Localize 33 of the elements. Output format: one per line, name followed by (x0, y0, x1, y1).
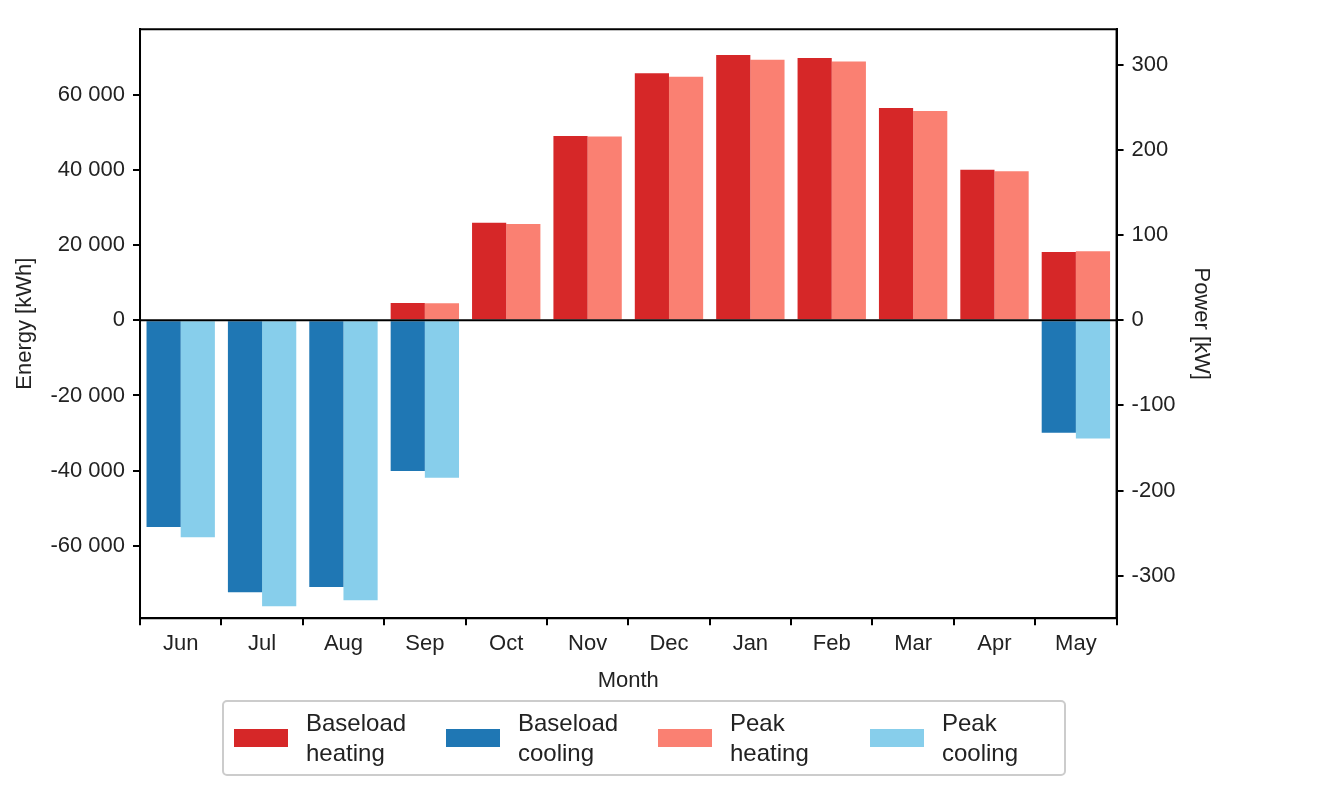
y2-tick-label: -100 (1131, 391, 1176, 417)
legend-label: Baseload cooling (518, 708, 620, 768)
y2-tick-label: 300 (1131, 51, 1169, 77)
x-tick-label: Jul (248, 630, 277, 656)
x-tick-label: Nov (568, 630, 608, 656)
x-tick-label: Oct (489, 630, 524, 656)
y2-tick-label: 0 (1131, 306, 1144, 332)
x-tick-label: Aug (323, 630, 364, 656)
y-tick-label: -60 000 (50, 531, 126, 557)
x-axis-title: Month (597, 666, 659, 692)
x-tick-label: Sep (405, 630, 445, 656)
x-tick-label: Apr (977, 630, 1012, 656)
y2-tick-label: -200 (1131, 476, 1176, 502)
legend-label: Baseload heating (306, 708, 408, 768)
y-axis-title: Energy [kWh] (11, 257, 37, 390)
y-tick-label: 40 000 (57, 156, 126, 182)
y-tick-label: 20 000 (57, 231, 126, 257)
y2-tick-label: 200 (1131, 136, 1169, 162)
x-tick-label: Jan (732, 630, 769, 656)
x-tick-label: Mar (894, 630, 933, 656)
x-tick-label: Dec (649, 630, 689, 656)
y-tick-label: -40 000 (50, 456, 126, 482)
legend-label: Peak heating (730, 708, 810, 768)
y-tick-label: 60 000 (57, 81, 126, 106)
y2-axis-title: Power [kW] (1189, 267, 1215, 380)
y2-tick-label: -300 (1131, 561, 1176, 587)
x-tick-label: Jun (162, 630, 199, 656)
x-tick-label: Feb (812, 630, 851, 656)
legend-label: Peak cooling (942, 708, 1020, 768)
y2-tick-label: 100 (1131, 221, 1169, 247)
y-tick-label: -20 000 (50, 381, 126, 407)
y-tick-label: 0 (112, 306, 126, 332)
x-tick-label: May (1055, 630, 1097, 656)
